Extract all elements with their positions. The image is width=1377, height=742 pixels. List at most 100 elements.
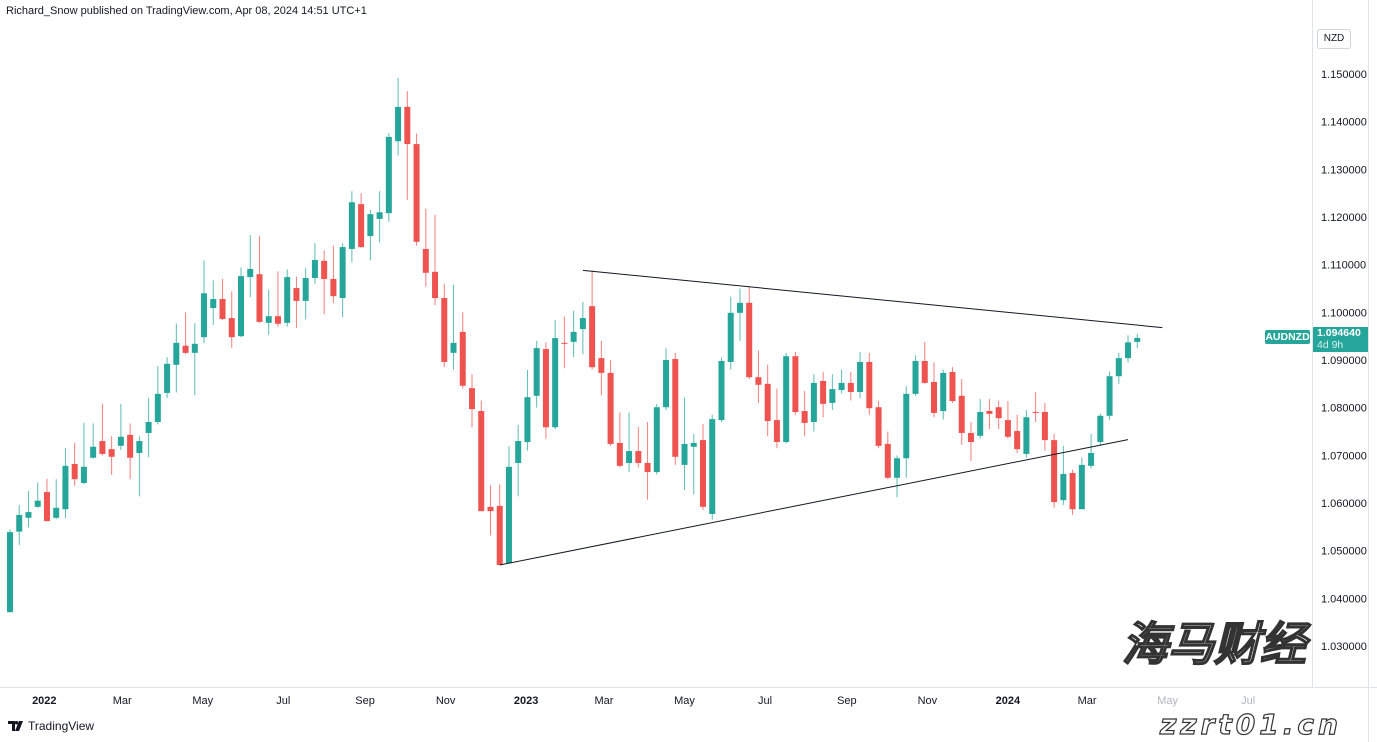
logo-text: TradingView [28, 719, 95, 733]
time-axis[interactable]: 2022 Mar May Jul Sep Nov 2023 Mar May Jul Sep Nov 20… [32, 695, 1255, 707]
candle-body [469, 388, 475, 410]
candle-up [903, 386, 910, 478]
candle-body [256, 274, 263, 322]
upper-trendline[interactable] [582, 269, 1163, 329]
candle-body [201, 293, 208, 338]
candle-up [663, 348, 670, 411]
trendlines[interactable] [499, 269, 1163, 566]
price-tick-label: 1.080000 [1321, 403, 1367, 415]
candle-body [311, 259, 318, 279]
candle-body [931, 381, 937, 413]
time-tick-label: Nov [436, 695, 456, 707]
tradingview-logo[interactable]: TradingView [8, 719, 94, 733]
candle-down [561, 316, 568, 369]
candle-up [1097, 413, 1104, 446]
time-tick-label: 2022 [32, 695, 56, 707]
candle-up [1125, 335, 1132, 363]
candle-down [404, 91, 411, 200]
candle-down [635, 426, 642, 468]
candle-down [487, 485, 494, 536]
candle-down [432, 214, 439, 306]
candle-down [108, 436, 115, 475]
time-tick-label: Mar [1078, 695, 1097, 707]
candle-body [1032, 411, 1039, 413]
currency-button[interactable]: NZD [1317, 29, 1351, 49]
last-price-tag: 1.094640 4d 9h [1313, 327, 1368, 352]
candle-up [90, 423, 97, 459]
candle-up [53, 479, 60, 520]
candle-down [958, 379, 965, 445]
candle-up [339, 243, 346, 318]
candle-body [940, 372, 947, 412]
candle-body [866, 361, 873, 409]
candle-down [949, 367, 956, 403]
candle-body [857, 361, 864, 392]
lower-trendline[interactable] [499, 439, 1129, 566]
candle-down [700, 423, 706, 511]
candle-down [875, 400, 882, 449]
candle-body [653, 407, 660, 473]
candle-up [940, 369, 947, 420]
candle-up [348, 191, 355, 263]
candle-up [690, 433, 697, 495]
candle-up [977, 399, 984, 439]
price-tick-label: 1.090000 [1321, 355, 1367, 367]
price-axis[interactable]: 1.030000 1.040000 1.050000 1.060000 1.070000… [1321, 69, 1367, 653]
candle-down [820, 371, 827, 418]
candle-body [810, 382, 817, 422]
candle-up [16, 504, 23, 545]
candle-down [99, 403, 106, 456]
candle-up [718, 357, 725, 422]
candle-down [986, 399, 993, 430]
candle-body [43, 492, 50, 522]
price-tick-label: 1.030000 [1321, 641, 1367, 653]
candle-up [570, 310, 577, 358]
candle-up [311, 243, 318, 284]
candle-body [552, 338, 559, 428]
candle-body [949, 371, 956, 402]
candle-down [127, 423, 134, 480]
candle-up [284, 269, 291, 327]
candle-body [7, 532, 13, 613]
candle-body [533, 348, 540, 396]
candle-body [413, 144, 420, 242]
candle-up [552, 319, 559, 430]
candle-body [1069, 472, 1076, 510]
candle-body [829, 389, 836, 403]
candle-body [238, 276, 244, 337]
candle-up [1078, 457, 1085, 510]
candle-body [921, 360, 928, 383]
candle-body [330, 278, 337, 297]
candle-body [727, 312, 734, 362]
candle-body [228, 318, 235, 338]
candle-body [432, 271, 439, 299]
candle-body [302, 278, 309, 301]
candle-body [53, 507, 60, 518]
candle-up [145, 398, 152, 458]
candle-body [903, 393, 910, 459]
candle-up [857, 351, 864, 399]
candle-body [136, 441, 143, 453]
candle-down [219, 278, 226, 320]
candle-body [709, 419, 716, 514]
candle-up [1088, 433, 1095, 469]
candle-down [228, 291, 235, 349]
candle-body [672, 359, 679, 457]
candle-up [34, 482, 41, 508]
candle-body [764, 383, 771, 422]
candle-up [136, 436, 143, 497]
candle-body [164, 363, 171, 393]
candle-up [191, 323, 198, 396]
time-tick-label: Jul [1241, 695, 1255, 707]
candle-body [487, 506, 494, 512]
time-tick-label: May [192, 695, 213, 707]
candle-up [727, 296, 734, 370]
candle-up [912, 355, 919, 396]
candle-body [598, 358, 605, 373]
watermark-cn: 海马财经 [1121, 617, 1307, 671]
candle-body [1060, 473, 1067, 501]
candle-down [1014, 414, 1021, 453]
candle-down [422, 208, 429, 287]
price-tick-label: 1.140000 [1321, 117, 1367, 129]
